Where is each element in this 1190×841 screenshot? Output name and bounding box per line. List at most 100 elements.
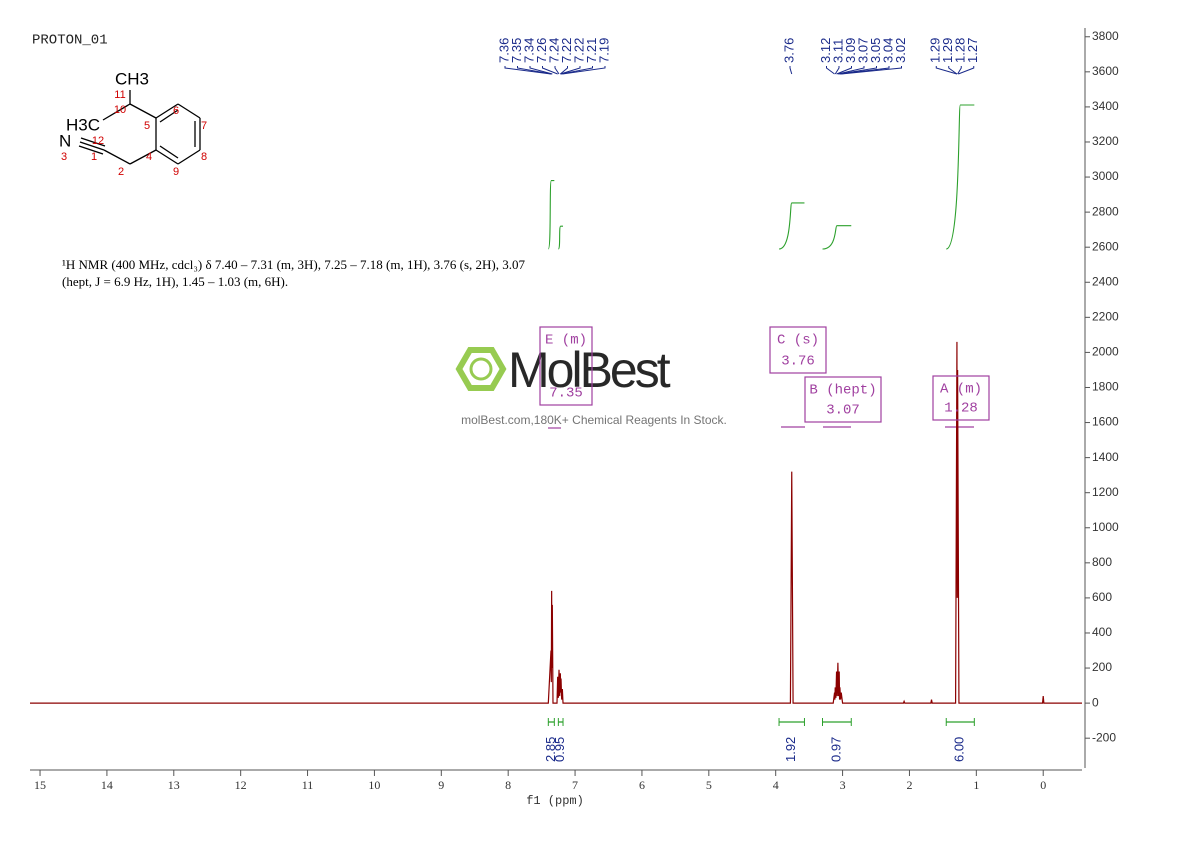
atom-number: 11 — [114, 89, 125, 101]
peak-connector — [839, 66, 877, 75]
peak-label: 3.07 — [855, 38, 870, 63]
peak-connector — [948, 66, 958, 75]
spectrum: -200020040060080010001200140016001800200… — [30, 28, 1119, 808]
atom-number: 10 — [114, 104, 126, 116]
integral-curve — [547, 180, 555, 250]
description: ¹H NMR (400 MHz, cdcl₃) δ 7.40 – 7.31 (m… — [62, 257, 526, 272]
x-tick-label: 6 — [639, 778, 645, 792]
multiplet-box — [539, 326, 593, 406]
multiplet-name: B (hept) — [809, 383, 876, 399]
x-tick-label: 12 — [235, 778, 247, 792]
bond — [177, 149, 201, 165]
multiplet-name: C (s) — [777, 333, 819, 349]
integral-label: 0.95 — [552, 737, 567, 762]
y-tick-label: 3000 — [1092, 169, 1119, 183]
x-tick-label: 8 — [505, 778, 511, 792]
bond — [102, 103, 131, 121]
atom-label: CH3 — [115, 69, 149, 88]
peak-connector — [560, 66, 593, 75]
peak-connector — [560, 66, 581, 75]
y-tick-label: 1200 — [1092, 485, 1119, 499]
x-tick-label: 15 — [34, 778, 46, 792]
y-tick-label: 3200 — [1092, 134, 1119, 148]
peak-connector — [560, 66, 568, 75]
multiplet-box — [932, 375, 990, 421]
integral-curve — [778, 202, 805, 250]
peak-label: 7.36 — [496, 38, 511, 63]
integral-label: 6.00 — [952, 737, 967, 762]
integral-curve — [945, 104, 975, 250]
peak-label: 7.26 — [534, 38, 549, 63]
spectrum-line — [30, 341, 1082, 704]
atom-label: N — [59, 131, 71, 150]
description: (hept, J = 6.9 Hz, 1H), 1.45 – 1.03 (m, … — [62, 274, 288, 289]
multiplet-ranges — [548, 426, 974, 429]
multiplet-name: E (m) — [545, 333, 587, 349]
atom-number: 9 — [173, 166, 179, 178]
y-tick-label: 2600 — [1092, 239, 1119, 253]
integral-label: 2.85 — [543, 737, 558, 762]
y-tick-label: 600 — [1092, 590, 1112, 604]
atom-label: H3C — [66, 115, 100, 134]
peak-label: 3.02 — [893, 38, 908, 63]
peak-connector — [958, 66, 975, 75]
y-tick-label: 1000 — [1092, 520, 1119, 534]
y-tick-label: 2400 — [1092, 274, 1119, 288]
peak-connector — [834, 66, 840, 75]
peak-label: 3.11 — [830, 39, 845, 63]
peak-label: 3.76 — [781, 38, 796, 63]
bond — [103, 149, 131, 165]
peak-label: 7.35 — [509, 38, 524, 63]
peak-connector — [542, 66, 558, 75]
watermark: MolBest molBest.com,180K+ Chemical Reage… — [455, 342, 727, 427]
y-tick-label: 3600 — [1092, 64, 1119, 78]
peak-label: 1.29 — [928, 38, 943, 63]
peak-label: 3.12 — [818, 38, 833, 63]
x-tick-label: 9 — [438, 778, 444, 792]
peak-connector — [554, 66, 560, 75]
peak-label: 1.28 — [953, 38, 968, 63]
watermark-brand: MolBest — [508, 342, 671, 398]
y-tick-label: 0 — [1092, 695, 1099, 709]
multiplet-shift: 1.28 — [944, 401, 978, 417]
x-tick-label: 0 — [1040, 778, 1046, 792]
peak-connector — [529, 66, 553, 75]
peak-connector — [562, 66, 606, 75]
peak-label: 3.05 — [868, 38, 883, 63]
peak-connector — [935, 66, 958, 75]
bond — [155, 103, 179, 119]
multiplet-box — [769, 326, 827, 374]
multiplet-name: A (m) — [940, 382, 982, 398]
peak-connector — [504, 66, 552, 75]
peak-label: 7.22 — [571, 38, 586, 63]
peak-connector — [517, 66, 552, 75]
y-tick-label: 1600 — [1092, 415, 1119, 429]
x-tick-label: 13 — [168, 778, 180, 792]
peak-connector — [841, 66, 902, 75]
x-tick-label: 10 — [368, 778, 380, 792]
peak-label: 7.19 — [596, 38, 611, 63]
x-tick-label: 11 — [302, 778, 314, 792]
bond — [159, 109, 179, 123]
y-tick-label: 1400 — [1092, 450, 1119, 464]
y-tick-label: 2000 — [1092, 345, 1119, 359]
peak-connector — [789, 66, 793, 75]
logo-icon — [469, 357, 493, 381]
title: PROTON_01 — [32, 33, 108, 49]
integral-label: 1.92 — [783, 737, 798, 762]
multiplet-shift: 7.35 — [549, 386, 583, 402]
peak-connector — [837, 66, 865, 75]
multiplet-shift: 3.07 — [826, 403, 860, 419]
peak-label: 1.29 — [940, 38, 955, 63]
bond — [129, 103, 157, 119]
bond — [78, 145, 104, 155]
y-tick-label: 3400 — [1092, 99, 1119, 113]
x-tick-label: 14 — [101, 778, 113, 792]
peak-label: 7.34 — [521, 38, 536, 63]
watermark-tagline: molBest.com,180K+ Chemical Reagents In S… — [461, 413, 727, 427]
atom-number: 2 — [118, 166, 124, 178]
atom-number: 1 — [91, 151, 97, 163]
x-axis-label: f1 (ppm) — [526, 794, 584, 808]
atom-number: 3 — [61, 151, 67, 163]
logo-icon — [455, 347, 507, 391]
